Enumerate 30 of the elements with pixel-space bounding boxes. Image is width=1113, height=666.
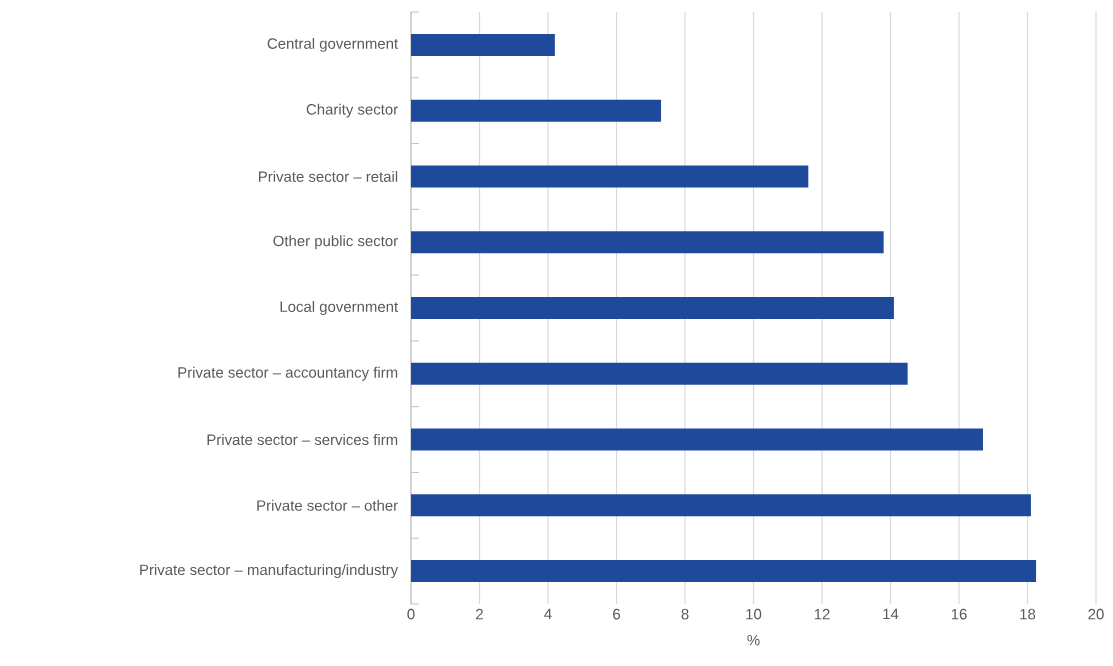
bar bbox=[411, 560, 1037, 583]
y-tick-label: Other public sector bbox=[273, 235, 398, 250]
x-tick-label: 16 bbox=[951, 608, 967, 620]
x-tick-label: 0 bbox=[407, 608, 415, 620]
bar bbox=[411, 165, 809, 188]
bar bbox=[411, 99, 662, 122]
x-tick-label: 20 bbox=[1088, 608, 1104, 620]
bar bbox=[411, 494, 1031, 517]
x-axis-title: % bbox=[747, 634, 760, 646]
bar bbox=[411, 33, 555, 56]
y-tick-label: Private sector – other bbox=[257, 499, 398, 511]
bar bbox=[411, 362, 908, 385]
y-tick-label: Private sector – retail bbox=[259, 170, 398, 182]
x-tick-label: 6 bbox=[613, 608, 621, 620]
bar bbox=[411, 297, 894, 319]
x-tick-label: 8 bbox=[681, 608, 689, 620]
y-tick-label: Private sector – services firm bbox=[207, 434, 398, 446]
y-tick-label: Private sector – accountancy firm bbox=[178, 366, 398, 381]
x-tick-label: 2 bbox=[476, 608, 483, 620]
y-tick-label: Local government bbox=[280, 301, 399, 315]
x-tick-label: 14 bbox=[883, 608, 899, 620]
y-tick-label: Charity sector bbox=[306, 103, 398, 118]
y-tick-label: Central government bbox=[267, 37, 399, 52]
bar bbox=[411, 428, 983, 451]
x-tick-label: 12 bbox=[814, 608, 830, 620]
x-tick-label: 18 bbox=[1020, 608, 1036, 620]
bar bbox=[411, 231, 884, 254]
x-tick-label: 10 bbox=[746, 608, 762, 620]
y-tick-label: Private sector – manufacturing/industry bbox=[140, 564, 399, 579]
x-tick-label: 4 bbox=[544, 608, 552, 620]
